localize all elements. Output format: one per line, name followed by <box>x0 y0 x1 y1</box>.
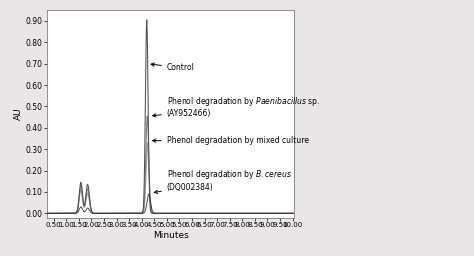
X-axis label: Minutes: Minutes <box>153 231 189 240</box>
Text: Control: Control <box>151 63 195 72</box>
Text: Phenol degradation by $\it{Paenibacillus}$ sp.
(AY952466): Phenol degradation by $\it{Paenibacillus… <box>153 95 320 118</box>
Text: Phenol degradation by mixed culture: Phenol degradation by mixed culture <box>153 136 309 145</box>
Y-axis label: AU: AU <box>14 108 23 120</box>
Text: Phenol degradation by $\it{B. cereus}$
(DQ002384): Phenol degradation by $\it{B. cereus}$ (… <box>155 168 292 194</box>
